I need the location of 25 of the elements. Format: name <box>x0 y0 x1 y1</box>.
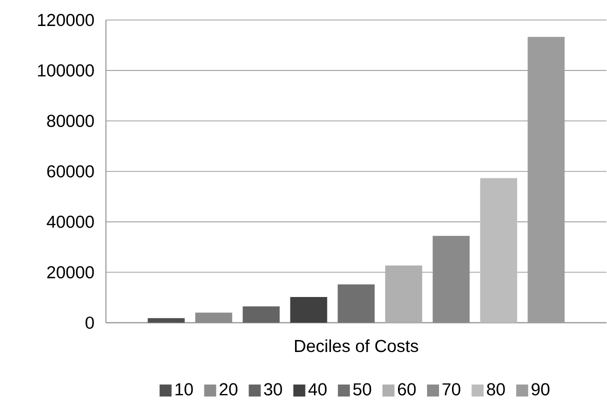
legend-label: 20 <box>220 383 238 396</box>
legend-label: 70 <box>442 383 460 396</box>
y-tick-label: 20000 <box>47 266 94 279</box>
bar <box>385 266 422 323</box>
legend-label: 50 <box>353 383 372 396</box>
legend-label: 80 <box>487 383 505 396</box>
legend-label: 30 <box>264 383 282 396</box>
y-tick-label: 60000 <box>47 165 94 178</box>
y-tick-label: 40000 <box>46 216 94 228</box>
y-tick-label: 0 <box>86 316 94 330</box>
legend-label: 90 <box>532 383 550 396</box>
bar <box>148 318 185 323</box>
y-tick-label: 120000 <box>38 14 94 26</box>
bar <box>480 178 518 323</box>
legend-label: 10 <box>176 383 193 396</box>
y-tick-label: 100000 <box>38 64 94 77</box>
bar <box>338 284 375 323</box>
bar <box>242 306 280 323</box>
legend-label: 60 <box>398 383 416 396</box>
legend-label: 40 <box>308 383 327 396</box>
bar <box>432 236 470 323</box>
y-tick-label: 80000 <box>47 114 94 128</box>
bar <box>195 312 232 323</box>
bar <box>290 297 328 323</box>
x-tick-label: Deciles of Costs <box>295 340 418 352</box>
